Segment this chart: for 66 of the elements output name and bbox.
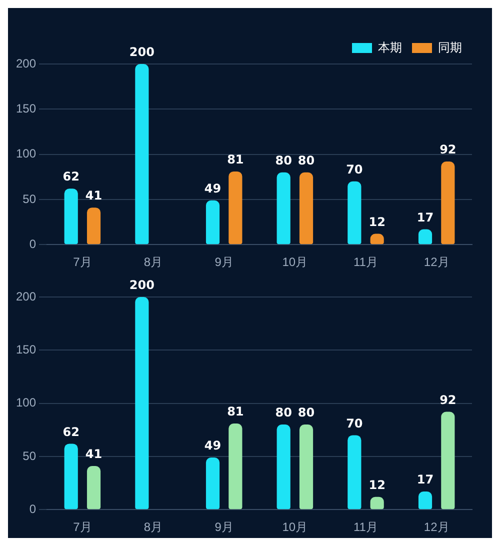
bar [64, 444, 78, 510]
bar [441, 162, 455, 244]
x-tick-label: 12月 [424, 255, 450, 270]
bar [418, 492, 432, 510]
bar [441, 412, 455, 510]
data-label: 12 [368, 478, 386, 492]
x-tick-label: 12月 [424, 520, 450, 534]
y-tick-label: 150 [16, 342, 36, 356]
bar [135, 297, 149, 510]
y-tick-label: 0 [29, 236, 36, 251]
bar [86, 208, 101, 244]
data-label: 17 [416, 472, 434, 487]
x-tick-label: 7月 [73, 255, 92, 270]
data-label: 62 [62, 424, 80, 439]
data-label: 92 [440, 392, 456, 407]
x-tick-label: 9月 [214, 520, 234, 534]
bar [348, 181, 362, 244]
x-tick-label: 7月 [73, 520, 92, 534]
x-tick-label: 11月 [354, 520, 378, 534]
data-label: 92 [440, 142, 456, 157]
data-label: 70 [346, 416, 363, 430]
data-label: 200 [129, 45, 154, 60]
data-label: 41 [85, 447, 102, 462]
y-tick-label: 150 [16, 101, 36, 116]
y-tick-label: 50 [22, 192, 36, 206]
data-label: 12 [368, 214, 386, 229]
data-label: 80 [298, 153, 315, 168]
y-tick-label: 100 [16, 396, 36, 410]
bar [276, 172, 290, 244]
y-tick-label: 100 [16, 146, 36, 161]
y-tick-label: 200 [16, 289, 36, 304]
x-tick-label: 8月 [144, 255, 163, 270]
data-label: 81 [227, 404, 244, 419]
legend-label: 本期 [378, 40, 402, 54]
x-tick-label: 10月 [282, 255, 308, 270]
data-label: 80 [298, 406, 315, 420]
data-label: 70 [346, 162, 363, 177]
y-tick-label: 200 [16, 56, 36, 70]
data-label: 49 [204, 181, 222, 196]
bar [299, 172, 314, 244]
bar [348, 435, 362, 510]
legend-label: 同期 [438, 40, 462, 54]
bar [299, 424, 314, 510]
data-label: 80 [275, 406, 292, 420]
y-tick-label: 0 [29, 502, 36, 516]
data-label: 62 [62, 170, 80, 184]
bar [135, 64, 149, 244]
x-tick-label: 9月 [214, 255, 234, 270]
data-label: 81 [227, 152, 244, 167]
data-label: 49 [204, 438, 222, 453]
bar [418, 229, 432, 244]
x-tick-label: 11月 [354, 255, 378, 270]
bar [206, 200, 220, 244]
x-tick-label: 10月 [282, 520, 308, 534]
bar [86, 466, 101, 510]
y-tick-label: 50 [22, 448, 36, 463]
x-tick-label: 8月 [144, 520, 163, 534]
bar [276, 424, 290, 510]
data-label: 41 [85, 188, 102, 203]
bar [64, 188, 78, 244]
data-label: 200 [129, 278, 154, 292]
bar [228, 423, 242, 510]
bar [228, 171, 242, 244]
bar [206, 458, 220, 510]
data-label: 17 [416, 210, 434, 224]
data-label: 80 [275, 153, 292, 168]
